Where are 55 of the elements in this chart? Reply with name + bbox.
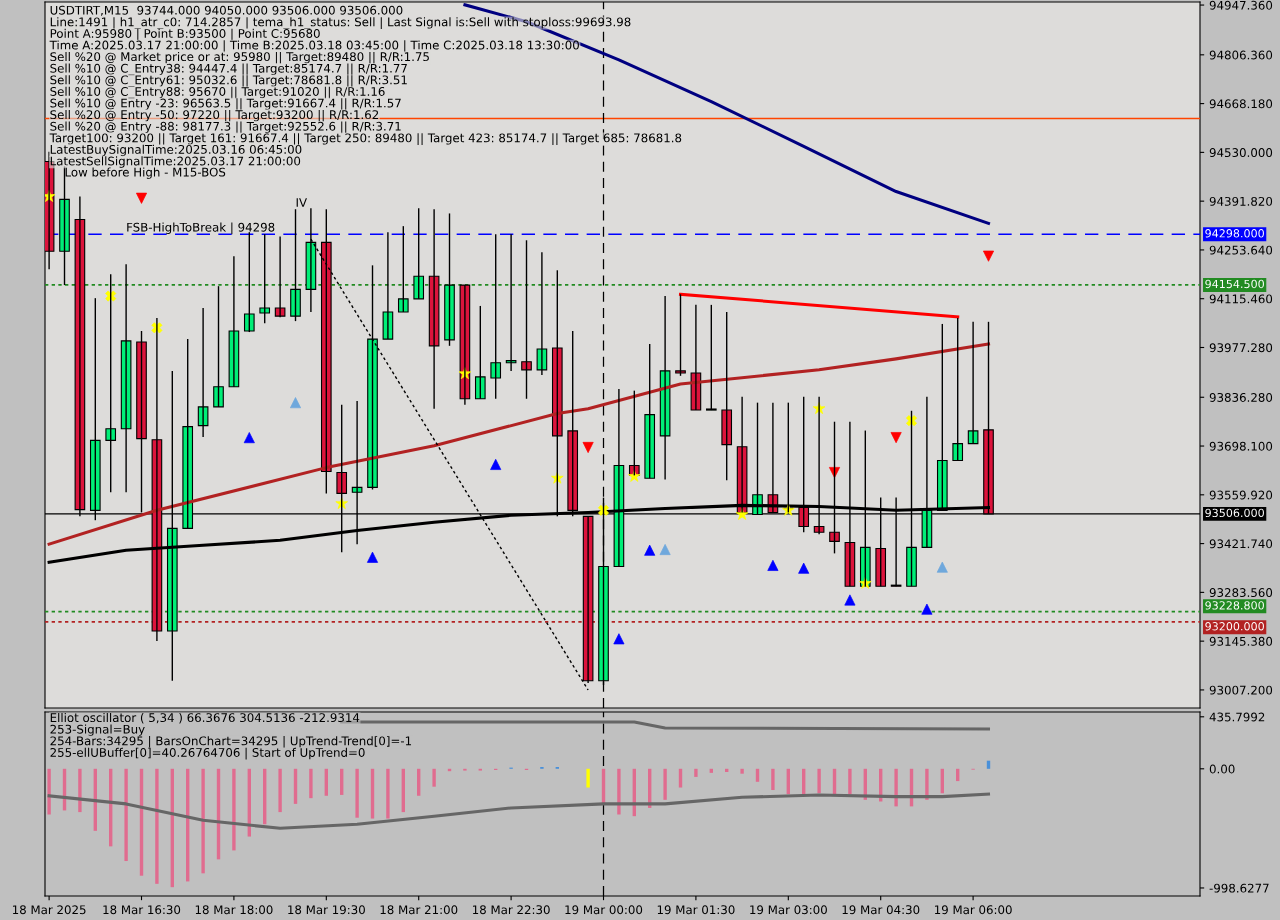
x-tick-label: 18 Mar 21:00	[380, 905, 458, 915]
annotation: USDTIRT,M15 93744.000 94050.000 93506.000 93506.000	[50, 5, 403, 16]
x-tick-label: 18 Mar 19:30	[288, 905, 365, 915]
annotation: 253-Signal=Buy	[50, 724, 145, 736]
annotation: LatestBuySignalTime:2025.03.16 06:45:00	[50, 144, 302, 157]
y-tick-label: 94115.460	[1209, 294, 1273, 304]
annotation: IV	[296, 198, 307, 207]
annotation: 254-Bars:34295 | BarsOnChart=34295 | UpTrend-Trend[0]=-1	[50, 736, 412, 748]
y-tick-label: 93007.200	[1209, 685, 1273, 695]
annotation: Sell %10 @ C_Entry38: 94447.4 || Target:85174.7 || R/R:1.77	[50, 63, 407, 76]
ref-line-label: 94298.000	[1205, 229, 1264, 238]
y-tick-label: 93145.380	[1209, 636, 1273, 646]
y-tick-label: -998.6277	[1209, 883, 1269, 893]
y-tick-label: 94947.360	[1209, 0, 1273, 10]
annotation: LatestSellSignalTime:2025.03.17 21:00:00	[50, 156, 301, 168]
y-tick-label: 94668.180	[1209, 99, 1273, 109]
annotation: FSB-HighToBreak | 94298	[127, 222, 275, 235]
annotation: Elliot oscillator ( 5,34 ) 66.3676 304.5136 -212.9314	[50, 712, 360, 724]
y-tick-label: 93283.560	[1209, 588, 1273, 598]
annotation: 255-ellUBuffer[0]=40.26764706 | Start of UpTrend=0	[50, 747, 365, 760]
y-tick-label: 435.7992	[1209, 712, 1265, 722]
x-tick-label: 19 Mar 01:30	[657, 905, 735, 915]
x-tick-label: 19 Mar 03:00	[750, 905, 827, 915]
y-tick-label: 94806.360	[1209, 50, 1273, 60]
annotation: Sell %20 @ Market price or at: 95980 || Target:89480 || R/R:1.75	[50, 51, 429, 64]
ref-line-label: 94154.500	[1205, 279, 1264, 289]
annotation: Time A:2025.03.17 21:00:00 | Time B:2025.03.18 03:45:00 | Time C:2025.03.18 13:30:00	[49, 40, 579, 53]
x-tick-label: 18 Mar 16:30	[103, 905, 181, 915]
x-tick-label: 19 Mar 00:00	[565, 905, 643, 915]
y-tick-label: 93559.920	[1209, 490, 1273, 500]
y-tick-label: 93836.280	[1209, 392, 1273, 402]
x-tick-label: 19 Mar 06:00	[934, 905, 1012, 915]
annotation: Sell %20 @ Entry -88: 98177.3 || Target:92552.6 || R/R:3.71	[50, 121, 401, 134]
y-tick-label: 94530.000	[1209, 148, 1273, 158]
x-tick-label: 18 Mar 2025	[12, 905, 86, 915]
y-tick-label: 94391.820	[1209, 196, 1273, 206]
annotation: Sell %10 @ C_Entry61: 95032.6 || Target:78681.8 || R/R:3.51	[50, 75, 407, 87]
y-tick-label: 93421.740	[1209, 539, 1273, 549]
annotation: Line:1491 | h1_atr_c0: 714.2857 | tema_h1_status: Sell | Last Signal is:Sell with stoploss:99693.98	[50, 17, 631, 29]
annotation: Sell %10 @ C_Entry88: 95670 || Target:91020 || R/R:1.16	[50, 86, 385, 99]
annotation: Point A:95980 | Point B:93500 | Point C:95680	[50, 28, 320, 41]
x-tick-label: 18 Mar 22:30	[472, 905, 550, 915]
annotation: Sell %10 @ Entry -23: 96563.5 || Target:91667.4 || R/R:1.57	[50, 98, 401, 111]
annotation: Sell %20 @ Entry -50: 97220 || Target:93200 || R/R:1.62	[50, 109, 379, 122]
ref-line-label: 93228.800	[1205, 601, 1264, 610]
y-tick-label: 94253.640	[1209, 245, 1273, 255]
y-tick-label: 0.00	[1209, 764, 1235, 774]
x-tick-label: 19 Mar 04:30	[842, 905, 920, 915]
x-tick-label: 18 Mar 18:00	[195, 905, 273, 915]
annotation: Low before High - M15-BOS	[65, 167, 226, 179]
ref-line-label: 93200.000	[1205, 622, 1264, 631]
y-tick-label: 93698.100	[1209, 441, 1273, 451]
y-tick-label: 93977.280	[1209, 343, 1273, 353]
ref-line-label: 93506.000	[1205, 508, 1264, 518]
annotation: Target100: 93200 || Target 161: 91667.4 || Target 250: 89480 || Target 423: 85174.7 || Target 685: 78681.8	[49, 133, 682, 145]
